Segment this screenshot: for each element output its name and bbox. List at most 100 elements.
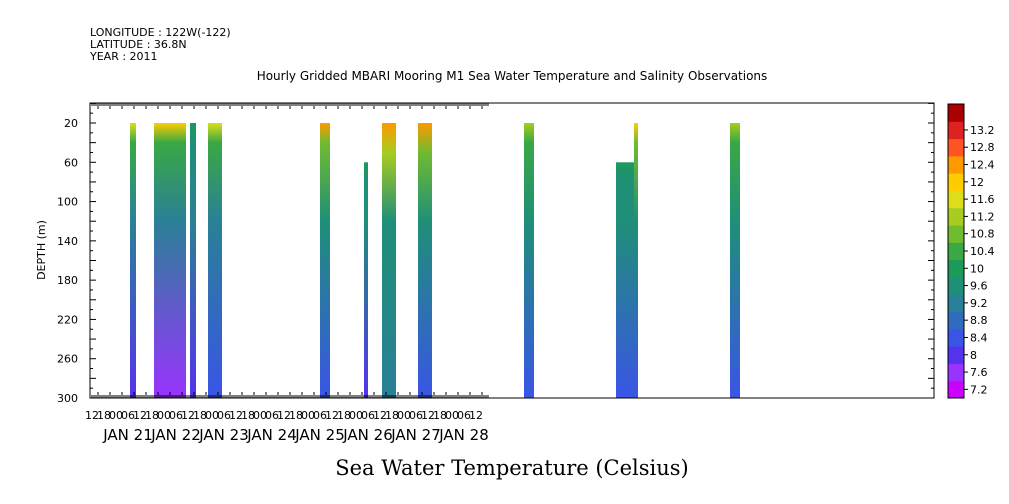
x-tick-label: 12 <box>85 409 99 422</box>
colorbar-swatch <box>948 207 964 226</box>
data-column <box>154 123 186 398</box>
colorbar-swatch <box>948 104 964 122</box>
colorbar-swatch <box>948 155 964 174</box>
chart-title: Hourly Gridded MBARI Mooring M1 Sea Wate… <box>257 69 768 83</box>
day-label: JAN 22 <box>150 426 201 444</box>
colorbar-swatch <box>948 138 964 157</box>
x-tick-label: 12 <box>325 409 339 422</box>
data-column <box>208 123 222 398</box>
data-column <box>616 162 634 398</box>
colorbar-label: 12 <box>970 176 984 189</box>
x-tick-label: 12 <box>373 409 387 422</box>
colorbar-label: 8.4 <box>970 332 988 345</box>
data-column <box>190 123 196 398</box>
data-column <box>524 123 534 398</box>
y-tick-label: 100 <box>57 196 78 209</box>
colorbar-label: 9.6 <box>970 280 988 293</box>
y-tick-label: 140 <box>57 235 78 248</box>
colorbar-label: 12.8 <box>970 141 995 154</box>
x-tick-label: 18 <box>193 409 207 422</box>
x-tick-label: 06 <box>169 409 183 422</box>
data-column <box>730 123 740 398</box>
x-tick-label: 18 <box>289 409 303 422</box>
x-tick-label: 00 <box>253 409 267 422</box>
plot-area <box>130 123 740 398</box>
x-tick-label: 06 <box>217 409 231 422</box>
colorbar-title: Sea Water Temperature (Celsius) <box>335 456 689 480</box>
colorbar-label: 10 <box>970 262 984 275</box>
colorbar-swatch <box>948 121 964 140</box>
x-tick-label: 12 <box>469 409 483 422</box>
day-label: JAN 27 <box>390 426 441 444</box>
longitude-label: LONGITUDE : 122W(-122) <box>90 26 231 39</box>
y-tick-label: 180 <box>57 274 78 287</box>
colorbar-swatch <box>948 363 964 382</box>
colorbar-swatch <box>948 173 964 191</box>
data-column <box>418 123 432 398</box>
data-column <box>634 123 638 398</box>
colorbar: 7.2 7.6 8 8.4 8.8 9.2 9.6 10 10.4 10.8 11.2 11.6 12 1… <box>947 103 995 399</box>
x-tick-label: 12 <box>181 409 195 422</box>
day-label: JAN 26 <box>342 426 393 444</box>
x-tick-label: 00 <box>109 409 123 422</box>
day-label: JAN 25 <box>294 426 345 444</box>
x-tick-label: 18 <box>241 409 255 422</box>
colorbar-swatch <box>948 294 964 313</box>
x-tick-label: 18 <box>145 409 159 422</box>
data-column <box>130 123 136 398</box>
day-label: JAN 21 <box>102 426 153 444</box>
colorbar-swatch <box>948 225 964 243</box>
colorbar-swatch <box>948 259 964 278</box>
x-tick-label: 06 <box>121 409 135 422</box>
x-tick-label: 00 <box>301 409 315 422</box>
x-tick-label: 00 <box>445 409 459 422</box>
colorbar-label: 12.4 <box>970 159 995 172</box>
latitude-label: LATITUDE : 36.8N <box>90 38 187 51</box>
colorbar-label: 13.2 <box>970 124 995 137</box>
x-tick-label: 00 <box>397 409 411 422</box>
x-tick-label: 06 <box>265 409 279 422</box>
colorbar-swatch <box>948 311 964 330</box>
colorbar-swatch <box>948 242 964 261</box>
colorbar-label: 7.2 <box>970 383 988 396</box>
x-tick-label: 06 <box>409 409 423 422</box>
colorbar-label: 10.4 <box>970 245 995 258</box>
x-tick-label: 12 <box>133 409 147 422</box>
x-tick-label: 00 <box>205 409 219 422</box>
day-label: JAN 28 <box>438 426 489 444</box>
colorbar-swatch <box>948 276 964 295</box>
data-column <box>364 162 368 398</box>
colorbar-swatch <box>948 380 964 399</box>
data-column <box>320 123 330 398</box>
y-tick-label: 220 <box>57 313 78 326</box>
x-tick-label: 06 <box>457 409 471 422</box>
x-tick-label: 06 <box>361 409 375 422</box>
year-label: YEAR : 2011 <box>89 50 158 63</box>
day-label: JAN 24 <box>246 426 297 444</box>
x-tick-label: 12 <box>229 409 243 422</box>
colorbar-label: 9.2 <box>970 297 988 310</box>
colorbar-label: 8.8 <box>970 314 988 327</box>
axes: 1218000612180006121800061218000612180006… <box>57 102 935 444</box>
y-tick-label: 20 <box>64 117 78 130</box>
y-tick-label: 260 <box>57 353 78 366</box>
y-tick-label: 300 <box>57 392 78 405</box>
colorbar-label: 10.8 <box>970 228 995 241</box>
colorbar-swatch <box>948 328 964 347</box>
x-tick-label: 18 <box>97 409 111 422</box>
x-tick-label: 00 <box>349 409 363 422</box>
x-tick-label: 12 <box>277 409 291 422</box>
colorbar-swatch <box>948 190 964 209</box>
colorbar-label: 8 <box>970 349 977 362</box>
x-tick-label: 06 <box>313 409 327 422</box>
y-tick-label: 60 <box>64 156 78 169</box>
colorbar-label: 7.6 <box>970 366 988 379</box>
x-tick-label: 18 <box>337 409 351 422</box>
day-label: JAN 23 <box>198 426 249 444</box>
colorbar-swatch <box>948 346 964 364</box>
x-tick-label: 00 <box>157 409 171 422</box>
colorbar-label: 11.2 <box>970 210 995 223</box>
colorbar-label: 11.6 <box>970 193 995 206</box>
x-tick-label: 18 <box>433 409 447 422</box>
